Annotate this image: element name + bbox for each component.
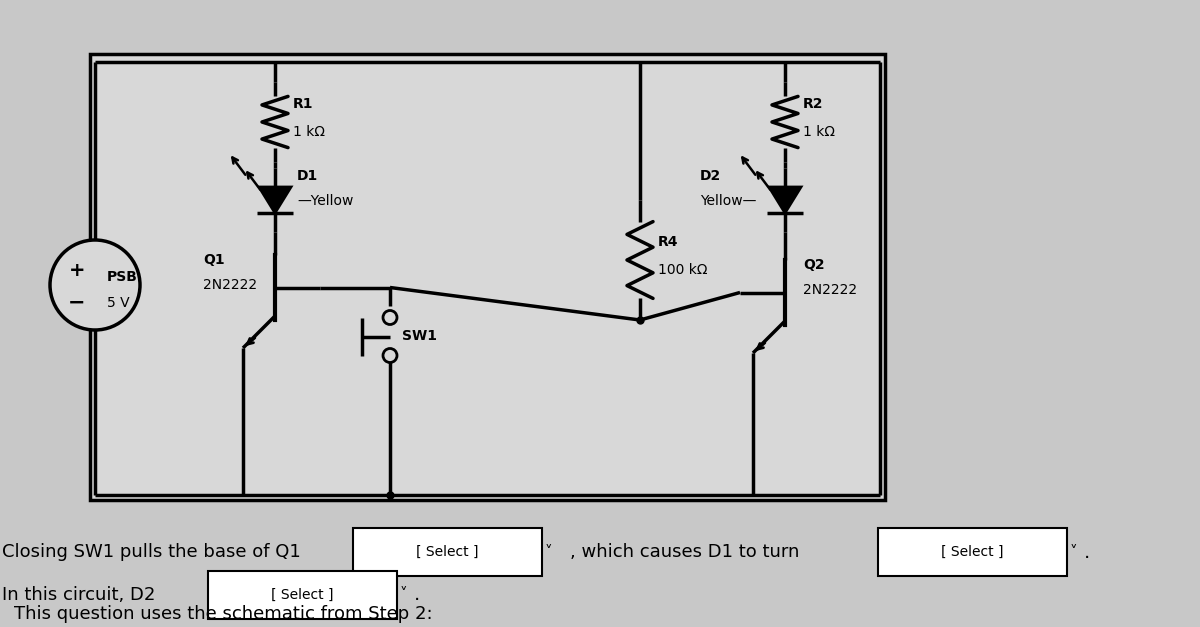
Text: D1: D1 xyxy=(298,169,318,183)
FancyBboxPatch shape xyxy=(208,571,397,619)
Text: This question uses the schematic from Step 2:: This question uses the schematic from St… xyxy=(14,605,433,623)
Text: R4: R4 xyxy=(658,235,678,249)
Text: [ Select ]: [ Select ] xyxy=(271,588,334,602)
Polygon shape xyxy=(769,187,802,213)
Text: D2: D2 xyxy=(700,169,721,183)
Text: [ Select ]: [ Select ] xyxy=(416,545,479,559)
Text: , which causes D1 to turn: , which causes D1 to turn xyxy=(570,543,799,561)
Text: 2N2222: 2N2222 xyxy=(203,278,257,292)
Circle shape xyxy=(383,310,397,325)
Text: ˅: ˅ xyxy=(400,587,407,603)
FancyBboxPatch shape xyxy=(90,54,886,500)
Text: Q2: Q2 xyxy=(803,258,824,272)
Text: .: . xyxy=(414,586,420,604)
Text: PSB: PSB xyxy=(107,270,138,284)
Text: In this circuit, D2: In this circuit, D2 xyxy=(2,586,155,604)
Text: 1 kΩ: 1 kΩ xyxy=(293,125,325,139)
Text: —Yellow: —Yellow xyxy=(298,194,353,208)
Text: +: + xyxy=(68,261,85,280)
Text: ˅: ˅ xyxy=(544,544,552,559)
Circle shape xyxy=(383,349,397,362)
Circle shape xyxy=(50,240,140,330)
Text: 2N2222: 2N2222 xyxy=(803,283,857,297)
Text: Yellow—: Yellow— xyxy=(700,194,756,208)
Text: SW1: SW1 xyxy=(402,330,437,344)
Text: −: − xyxy=(68,293,85,313)
Polygon shape xyxy=(259,187,292,213)
Text: .: . xyxy=(1084,542,1090,562)
Text: 100 kΩ: 100 kΩ xyxy=(658,263,708,277)
FancyBboxPatch shape xyxy=(878,528,1067,576)
Text: R1: R1 xyxy=(293,97,313,111)
Text: 1 kΩ: 1 kΩ xyxy=(803,125,835,139)
Text: R2: R2 xyxy=(803,97,823,111)
Text: [ Select ]: [ Select ] xyxy=(941,545,1003,559)
Text: Q1: Q1 xyxy=(203,253,224,267)
Text: 5 V: 5 V xyxy=(107,296,130,310)
Text: ˅: ˅ xyxy=(1069,544,1076,559)
FancyBboxPatch shape xyxy=(353,528,542,576)
Text: Closing SW1 pulls the base of Q1: Closing SW1 pulls the base of Q1 xyxy=(2,543,301,561)
